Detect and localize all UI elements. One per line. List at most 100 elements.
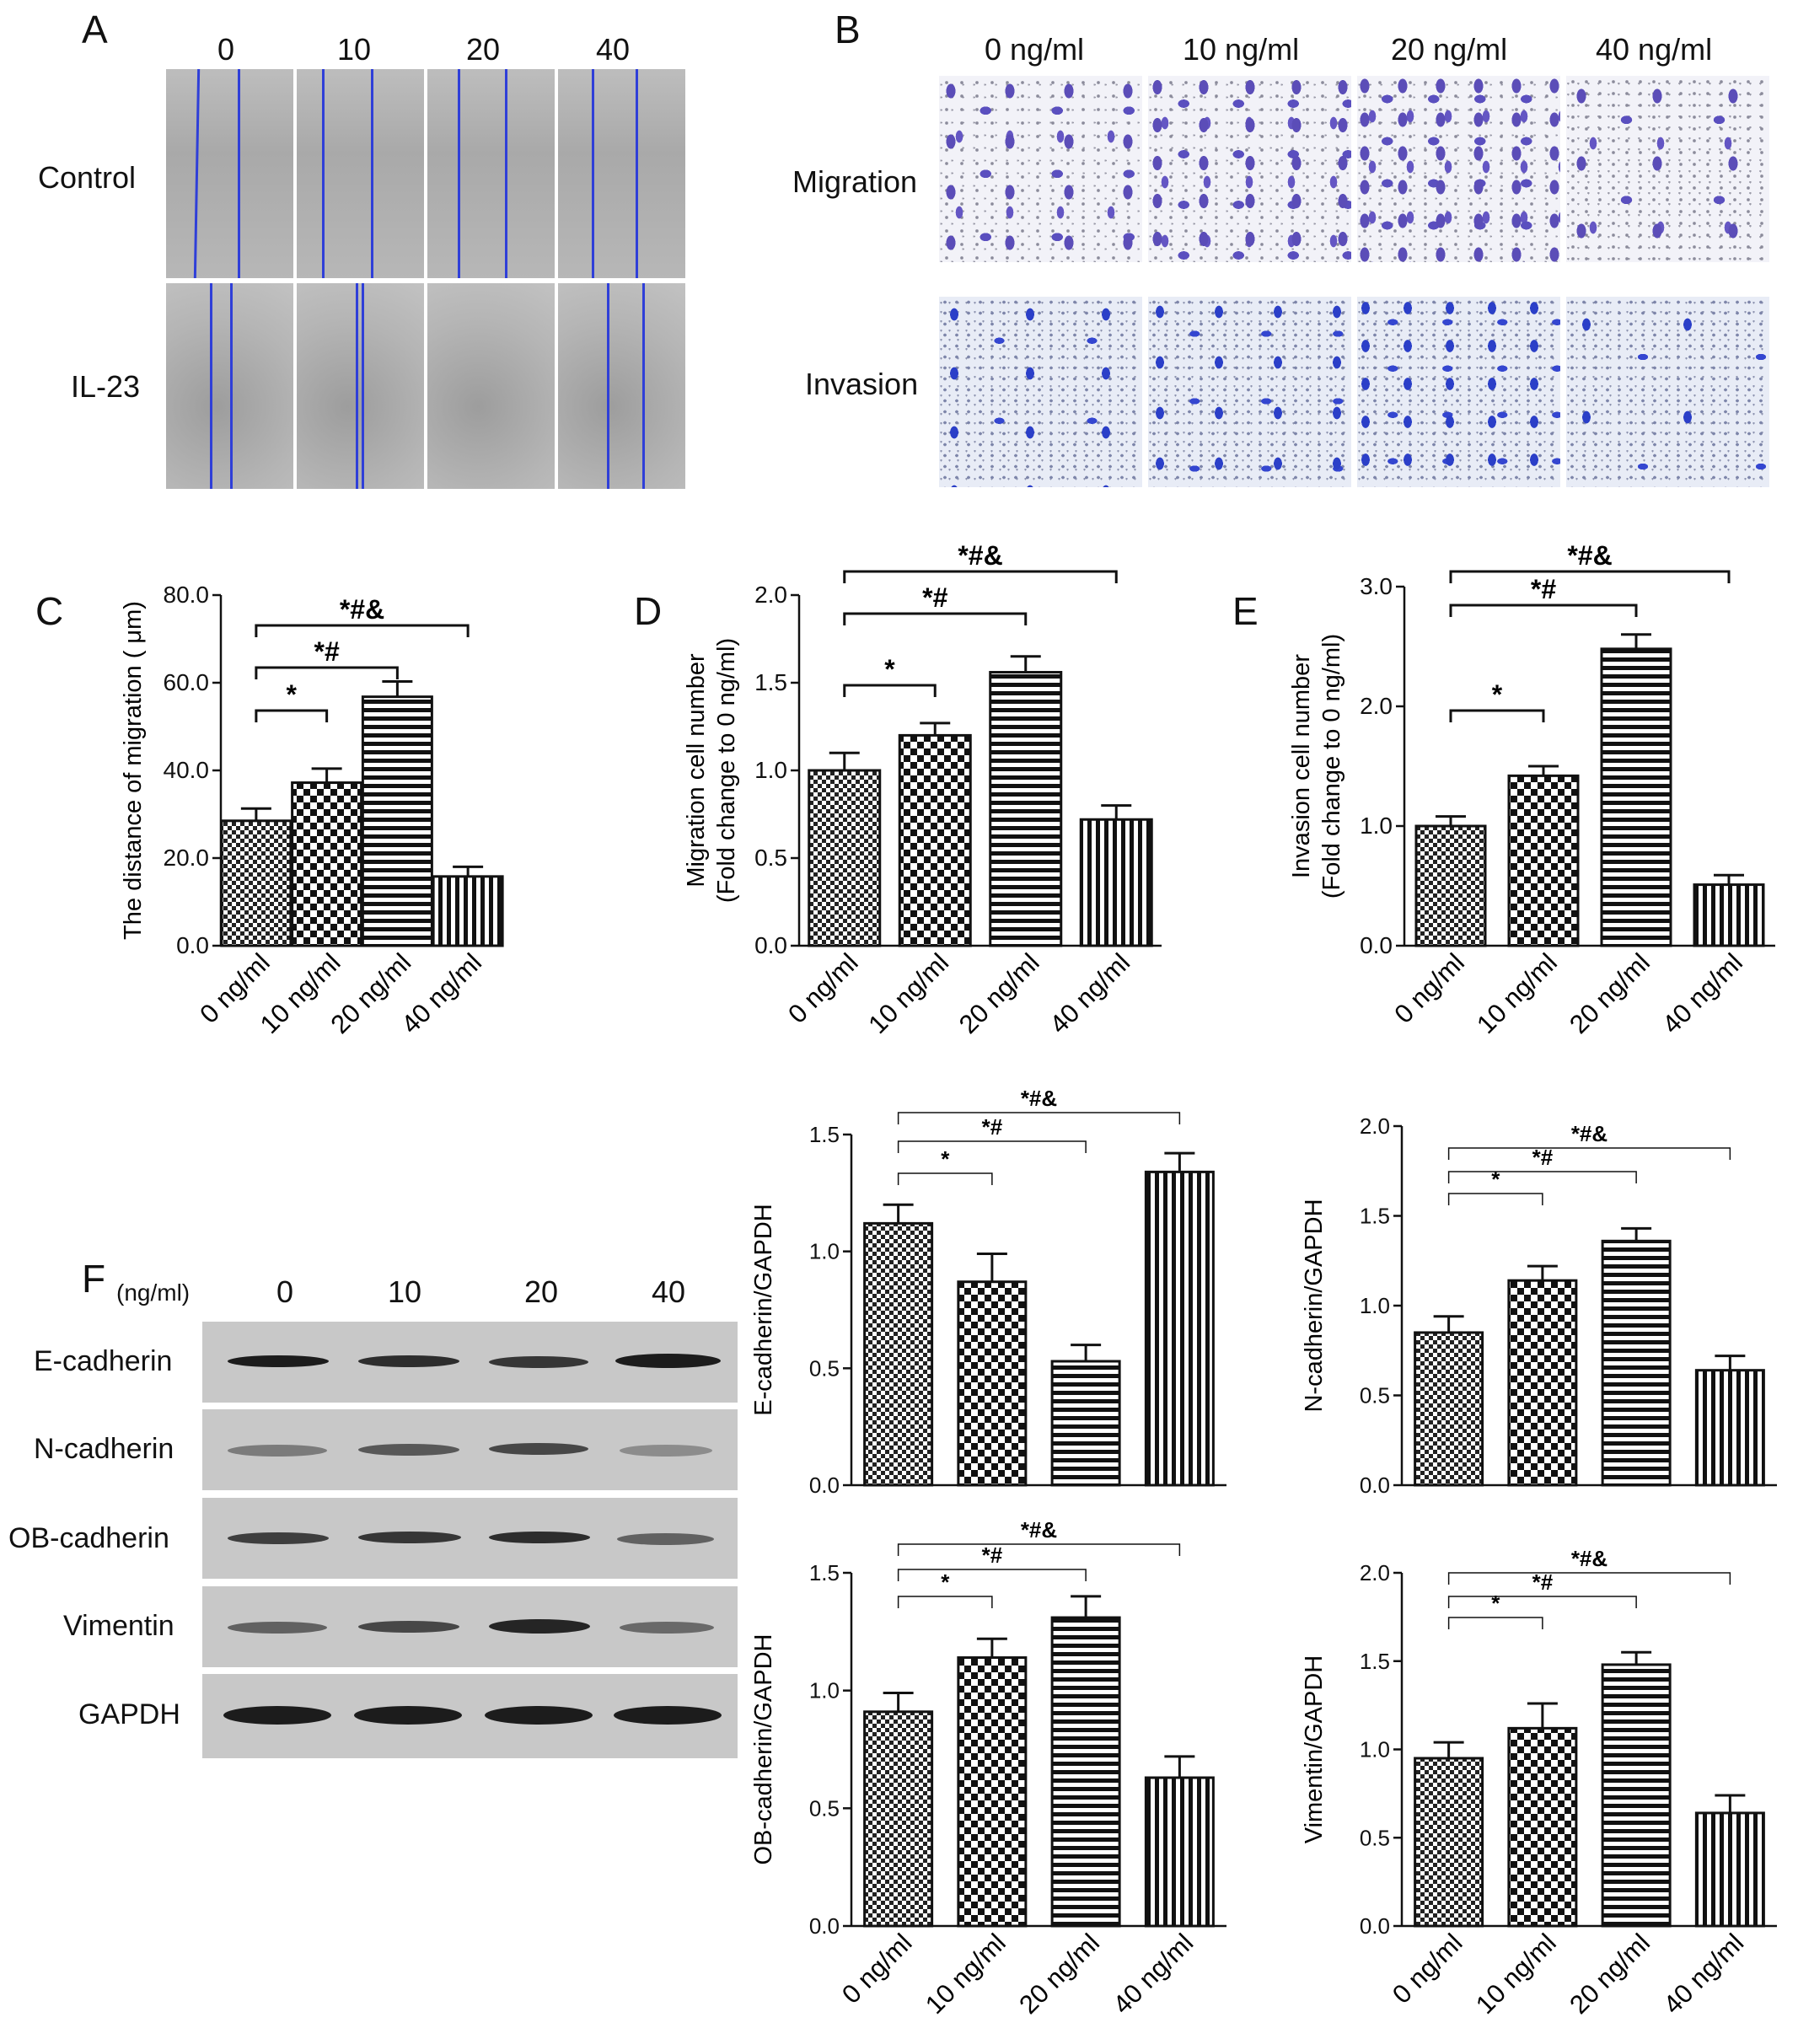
significance-bracket — [843, 570, 1118, 583]
y-tick-label: 0.0 — [1360, 932, 1393, 958]
bar — [957, 1280, 1028, 1487]
y-tick-label: 2.0 — [1360, 1113, 1390, 1139]
y-tick-label: 3.0 — [1360, 573, 1393, 599]
y-tick-label: 0.0 — [809, 1473, 840, 1498]
blot-strip-ob-cadherin — [202, 1498, 738, 1579]
y-tick-label: 2.0 — [1360, 693, 1393, 719]
bar — [808, 769, 882, 947]
band — [489, 1619, 590, 1634]
x-category-label: 20 ng/ml — [1564, 1928, 1656, 2020]
significance-label: *#& — [1571, 1546, 1607, 1571]
blot-row-vimentin: Vimentin — [63, 1610, 174, 1642]
bar — [1601, 1239, 1672, 1487]
x-category-label: 20 ng/ml — [1564, 947, 1656, 1039]
significance-bracket — [843, 612, 1028, 625]
panel-b-col-0: 0 ng/ml — [985, 32, 1085, 67]
bar — [1507, 774, 1580, 947]
panel-b-col-40: 40 ng/ml — [1596, 32, 1713, 67]
significance-bracket — [1449, 604, 1638, 617]
band — [358, 1621, 459, 1633]
blot-unit-label: (ng/ml) — [116, 1280, 191, 1306]
bar — [1144, 1170, 1215, 1487]
panel-b-row-migration: Migration — [792, 164, 918, 199]
x-category-label: 0 ng/ml — [836, 1928, 918, 2009]
x-category-label: 0 ng/ml — [782, 947, 864, 1029]
significance-label: *# — [1531, 574, 1556, 604]
wound-image-control-40 — [556, 67, 687, 280]
wound-image-control-10 — [295, 67, 426, 280]
panel-a-col-10: 10 — [337, 32, 372, 67]
panel-a-col-0: 0 — [217, 32, 235, 67]
blot-col-20: 20 — [524, 1274, 559, 1309]
significance-label: *# — [922, 582, 947, 613]
y-axis-label: N-cadherin/GAPDH — [1301, 1199, 1328, 1412]
significance-bracket — [1449, 709, 1545, 722]
y-tick-label: 1.0 — [754, 757, 787, 783]
band — [617, 1533, 714, 1545]
bar — [1079, 818, 1153, 947]
y-tick-label: 0.5 — [1360, 1825, 1390, 1850]
x-category-label: 10 ng/ml — [862, 947, 954, 1039]
x-category-label: 40 ng/ml — [1656, 947, 1748, 1039]
blot-strip-vimentin — [202, 1586, 738, 1667]
panel-a-row-il23: IL-23 — [71, 369, 141, 404]
band — [615, 1354, 721, 1368]
y-axis-label: Migration cell number — [683, 653, 710, 888]
panel-letter-c: C — [35, 589, 64, 633]
y-tick-label: 0.5 — [809, 1355, 840, 1381]
significance-label: *# — [1532, 1569, 1554, 1595]
y-tick-label: 0.5 — [1360, 1383, 1390, 1408]
panel-b-row-invasion: Invasion — [805, 367, 919, 401]
y-tick-label: 1.0 — [809, 1239, 840, 1264]
band — [620, 1622, 714, 1634]
panel-letter-b: B — [835, 8, 861, 51]
band — [614, 1706, 722, 1725]
y-tick-label: 2.0 — [1360, 1560, 1390, 1585]
x-category-label: 40 ng/ml — [1044, 947, 1135, 1039]
significance-label: * — [941, 1569, 950, 1595]
y-tick-label: 1.0 — [1360, 813, 1393, 839]
y-axis-label: OB-cadherin/GAPDH — [750, 1634, 777, 1865]
panel-a-col-20: 20 — [466, 32, 501, 67]
significance-bracket — [1447, 1193, 1543, 1205]
band — [489, 1443, 588, 1455]
wound-image-il23-40 — [556, 282, 687, 491]
x-category-label: 40 ng/ml — [1107, 1928, 1199, 2020]
migration-image-20 — [1355, 74, 1562, 264]
y-tick-label: 0.0 — [754, 932, 787, 958]
y-tick-label: 20.0 — [164, 845, 210, 871]
bar — [1693, 883, 1765, 947]
y-axis-label: E-cadherin/GAPDH — [750, 1204, 777, 1415]
band — [485, 1706, 593, 1725]
y-tick-label: 1.5 — [754, 669, 787, 695]
panel-b-col-20: 20 ng/ml — [1391, 32, 1508, 67]
panel-a-row-control: Control — [38, 160, 137, 195]
bar — [361, 695, 433, 947]
bar — [898, 733, 972, 947]
significance-label: *# — [1532, 1145, 1554, 1170]
blot-strip-e-cadherin — [202, 1322, 738, 1403]
migration-image-40 — [1565, 74, 1771, 264]
significance-label: * — [1491, 1167, 1500, 1192]
band — [354, 1706, 462, 1725]
significance-label: * — [287, 679, 298, 710]
y-tick-label: 40.0 — [164, 757, 210, 783]
invasion-image-40 — [1565, 295, 1771, 489]
x-category-label: 10 ng/ml — [920, 1928, 1012, 2020]
significance-bracket — [255, 709, 329, 722]
bar — [1144, 1776, 1215, 1928]
bar — [1601, 1663, 1672, 1928]
y-axis-label: The distance of migration ( μm) — [120, 601, 147, 940]
bar — [863, 1221, 934, 1487]
panel-b-col-10: 10 ng/ml — [1183, 32, 1300, 67]
bar — [291, 781, 363, 947]
y-tick-label: 0.5 — [809, 1795, 840, 1821]
bar — [1050, 1616, 1121, 1928]
band — [223, 1706, 331, 1725]
significance-label: * — [1492, 679, 1503, 710]
significance-bracket — [1447, 1171, 1637, 1183]
blot-strip-n-cadherin — [202, 1409, 738, 1490]
y-tick-label: 1.0 — [809, 1678, 840, 1703]
y-tick-label: 60.0 — [164, 669, 210, 695]
y-axis-label-secondary: (Fold change to 0 ng/ml) — [713, 638, 740, 903]
